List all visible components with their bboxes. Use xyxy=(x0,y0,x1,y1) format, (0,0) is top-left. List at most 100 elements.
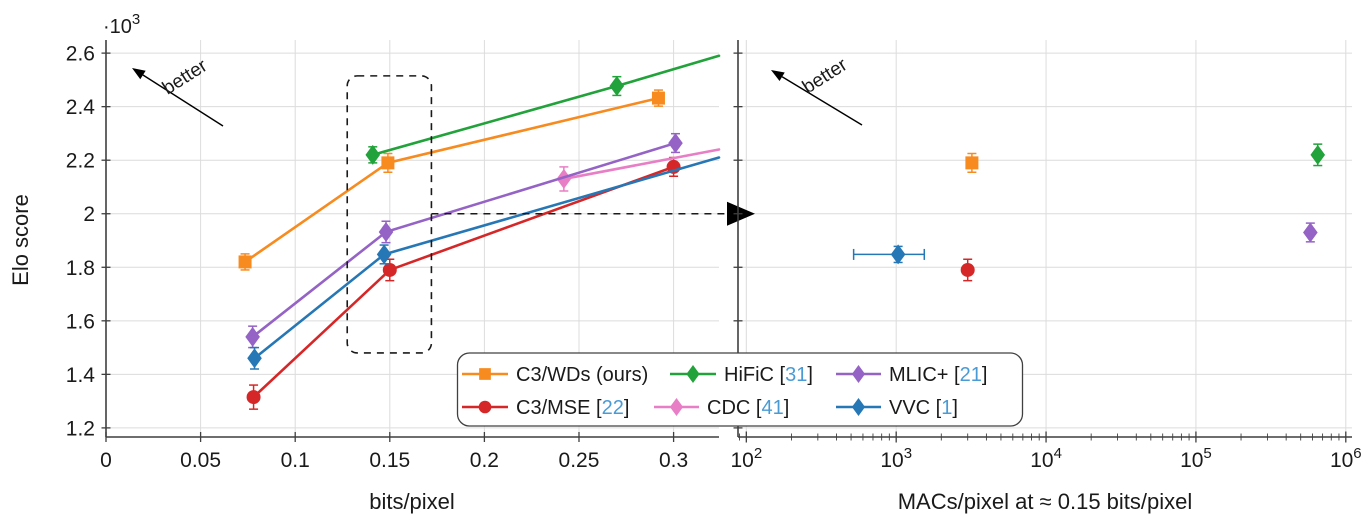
legend-label-part: ] xyxy=(624,397,630,419)
data-point-marker-diamond xyxy=(851,398,866,416)
x-tick-label-right: 105 xyxy=(1180,445,1212,472)
series-c3mse-right xyxy=(960,258,975,282)
legend-label-part: ] xyxy=(784,397,790,419)
y-tick-label: 2.4 xyxy=(66,96,96,119)
data-point-marker-circle xyxy=(960,262,975,277)
series-c3wds-left xyxy=(238,89,665,271)
better-arrow-head xyxy=(771,70,785,82)
y-tick-label: 1.8 xyxy=(66,257,95,280)
legend-label-part: [ xyxy=(750,397,762,419)
log-tick-base: 10 xyxy=(880,449,903,472)
legend: C3/WDs (ours) HiFiC [31] MLIC+ [21]C3/MSE … xyxy=(456,352,1024,427)
x-tick-label-left: 0.1 xyxy=(281,449,310,472)
data-point-marker-diamond xyxy=(669,398,684,416)
x-tick-label-left: 0.2 xyxy=(470,449,499,472)
legend-label-part: ] xyxy=(982,364,988,386)
log-tick-base: 10 xyxy=(1330,449,1353,472)
log-tick-base: 10 xyxy=(1180,449,1203,472)
data-point-marker-diamond xyxy=(376,244,392,265)
static-labels: ·103 Elo score bits/pixel MACs/pixel at … xyxy=(8,11,1192,514)
y-tick-label: 2 xyxy=(83,203,95,226)
log-tick-exponent: 4 xyxy=(1054,445,1062,462)
left-x-axis-label: bits/pixel xyxy=(369,489,455,514)
data-point-marker-circle xyxy=(382,262,397,277)
better-label-right: better xyxy=(799,54,852,98)
legend-label-part: 1 xyxy=(941,397,952,419)
legend-label-part: ] xyxy=(807,364,813,386)
series-line xyxy=(243,96,660,264)
data-point-marker-diamond xyxy=(668,133,683,154)
log-tick-base: 10 xyxy=(730,449,753,472)
legend-label: CDC [41] xyxy=(707,397,789,419)
legend-label-part: [ xyxy=(948,364,960,386)
legend-label-part: MLIC+ xyxy=(889,364,948,386)
legend-label-part: 41 xyxy=(761,397,783,419)
legend-entry-vvc: VVC [1] xyxy=(836,397,958,419)
data-point-marker-diamond xyxy=(686,365,700,383)
series-mlic-right xyxy=(1303,222,1318,243)
series-vvc-right xyxy=(852,244,926,265)
data-point-marker-square xyxy=(479,368,491,380)
legend-label: HiFiC [31] xyxy=(724,364,813,386)
axes-layer: 1.2 1.4 1.6 1.8 2 2.2 2.4 2.6 0 0.05 0.1 0.15 0.2 0.2… xyxy=(66,40,1362,472)
data-point-marker-diamond xyxy=(247,348,262,369)
data-point-marker-square xyxy=(238,255,252,269)
series-c3mse-left xyxy=(246,156,681,410)
x-tick-label-left: 0.3 xyxy=(659,449,688,472)
legend-label-part: C3/MSE xyxy=(516,397,590,419)
legend-label-part: [ xyxy=(590,397,602,419)
legend-label-part: HiFiC xyxy=(724,364,774,386)
log-tick-exponent: 2 xyxy=(754,445,762,462)
log-tick-exponent: 5 xyxy=(1203,445,1211,462)
legend-label-part: VVC xyxy=(889,397,930,419)
series-vvc-left xyxy=(247,156,721,370)
y-tick-label: 2.6 xyxy=(66,43,95,66)
data-point-marker-circle xyxy=(478,400,492,414)
better-arrow-line xyxy=(142,74,224,127)
annotations-layer xyxy=(132,68,863,354)
legend-box xyxy=(456,352,1024,427)
legend-entry-cdc: CDC [41] xyxy=(654,397,789,419)
y-tick-label: 1.2 xyxy=(66,417,95,440)
x-tick-label-right: 104 xyxy=(1030,445,1062,472)
series-cdc-left xyxy=(556,148,721,192)
data-point-marker-diamond xyxy=(1310,144,1326,165)
legend-label-part: 21 xyxy=(960,364,982,386)
series-hific-right xyxy=(1310,143,1326,167)
better-arrow-line xyxy=(781,76,863,126)
data-point-marker-diamond xyxy=(378,221,394,242)
data-point-marker-square xyxy=(965,156,979,170)
legend-label-part: [ xyxy=(774,364,786,386)
log-tick-base: 10 xyxy=(1030,449,1053,472)
legend-label: MLIC+ [21] xyxy=(889,364,987,386)
y-axis-label: Elo score xyxy=(8,194,33,286)
legend-label: VVC [1] xyxy=(889,397,958,419)
y-tick-label: 2.2 xyxy=(66,150,95,173)
data-point-marker-square xyxy=(381,156,395,170)
y-axis-exponent: ·103 xyxy=(103,11,140,38)
data-point-marker-diamond xyxy=(556,168,572,189)
better-arrow-head xyxy=(132,68,146,80)
data-point-marker-diamond xyxy=(365,144,381,165)
better-arrow-right xyxy=(771,70,863,126)
legend-entry-c3mse: C3/MSE [22] xyxy=(462,397,629,419)
legend-label: C3/MSE [22] xyxy=(516,397,629,419)
x-tick-label-left: 0.15 xyxy=(369,449,410,472)
right-x-axis-label: MACs/pixel at ≈ 0.15 bits/pixel xyxy=(898,489,1193,514)
series-line xyxy=(562,148,721,181)
x-tick-label-left: 0.05 xyxy=(180,449,221,472)
log-tick-exponent: 3 xyxy=(904,445,912,462)
data-point-marker-square xyxy=(651,91,665,105)
legend-label-part: [ xyxy=(930,397,942,419)
data-point-marker-circle xyxy=(246,390,261,405)
series-c3wds-right xyxy=(965,152,979,173)
legend-label-part: 22 xyxy=(602,397,624,419)
data-point-marker-diamond xyxy=(1303,222,1318,243)
series-line xyxy=(371,54,721,157)
legend-entry-hific: HiFiC [31] xyxy=(670,364,813,386)
log-tick-exponent: 6 xyxy=(1353,445,1361,462)
series-hific-left xyxy=(365,54,721,165)
legend-label-part: CDC xyxy=(707,397,750,419)
